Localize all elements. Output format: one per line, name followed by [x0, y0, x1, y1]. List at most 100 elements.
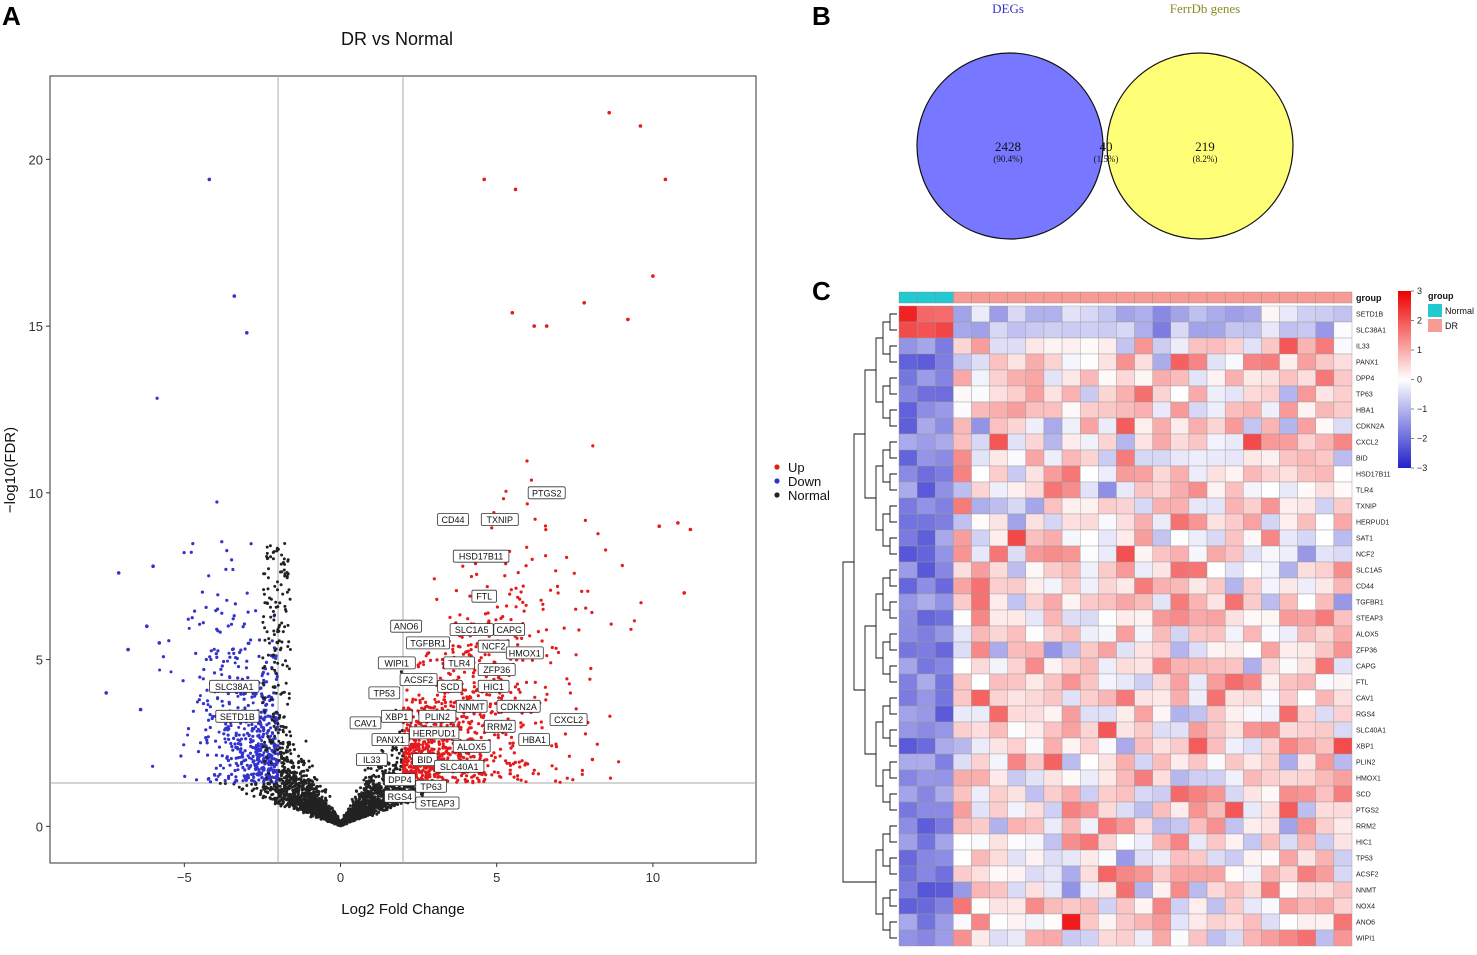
volcano-point	[237, 733, 241, 737]
heatmap-cell	[1043, 449, 1063, 467]
heatmap-cell	[1261, 465, 1280, 483]
volcano-point	[282, 776, 286, 780]
volcano-point	[236, 742, 240, 746]
volcano-point	[362, 804, 366, 808]
volcano-point	[286, 750, 290, 754]
volcano-point	[451, 705, 456, 709]
heatmap-cell	[1206, 529, 1226, 547]
heatmap-cell	[1206, 433, 1226, 451]
annotation-cell-dr	[1025, 291, 1045, 304]
heatmap-cell	[1043, 609, 1063, 627]
volcano-point	[246, 676, 250, 680]
volcano-point	[277, 739, 281, 743]
heatmap-cell	[1007, 625, 1027, 643]
heatmap-cell	[1333, 529, 1353, 547]
volcano-point	[225, 598, 229, 602]
heatmap-cell	[1170, 593, 1190, 611]
volcano-point	[498, 747, 503, 751]
heatmap-cell	[1170, 401, 1190, 419]
heatmap-cell	[916, 369, 936, 387]
volcano-point	[283, 769, 286, 773]
volcano-point	[221, 704, 225, 708]
heatmap-cell	[1116, 497, 1135, 515]
gene-label-text: BID	[417, 755, 433, 765]
dendrogram-branch	[889, 825, 897, 843]
volcano-point	[327, 804, 331, 808]
volcano-point	[278, 715, 282, 719]
volcano-point	[284, 681, 288, 685]
volcano-point	[285, 803, 289, 807]
heatmap-cell	[1170, 625, 1190, 643]
volcano-point	[524, 680, 529, 685]
volcano-point	[261, 696, 265, 700]
heatmap-cell	[1116, 673, 1135, 691]
volcano-point	[463, 778, 467, 782]
volcano-point	[207, 777, 211, 781]
volcano-point	[370, 795, 374, 798]
volcano-point	[511, 741, 515, 745]
volcano-point	[353, 814, 357, 818]
volcano-point	[280, 781, 284, 785]
heatmap-cell	[1134, 577, 1153, 595]
volcano-point	[261, 672, 265, 676]
volcano-point	[504, 732, 508, 737]
dendrogram-branch	[889, 889, 897, 907]
volcano-point	[262, 678, 266, 683]
heatmap-cell	[1134, 369, 1153, 387]
volcano-point	[359, 786, 362, 790]
gene-label: BID	[412, 753, 438, 766]
heatmap-cell	[898, 385, 918, 403]
volcano-point	[377, 800, 381, 803]
volcano-point	[291, 770, 295, 774]
volcano-point	[296, 791, 300, 795]
volcano-point	[362, 791, 366, 795]
heatmap-cell	[971, 305, 990, 323]
heatmap-cell	[1279, 657, 1298, 675]
volcano-point	[206, 753, 210, 757]
volcano-point	[550, 645, 554, 650]
heatmap-cell	[971, 721, 990, 739]
heatmap-cell	[1243, 449, 1262, 467]
heatmap-cell	[1007, 545, 1027, 563]
heatmap-cell	[1007, 657, 1027, 675]
heatmap-cell	[916, 305, 936, 323]
volcano-point	[267, 694, 271, 698]
volcano-point	[232, 651, 236, 656]
volcano-point	[380, 766, 383, 770]
volcano-point	[318, 784, 322, 788]
heatmap-cell	[898, 433, 918, 451]
volcano-point	[495, 605, 499, 609]
volcano-point	[475, 731, 479, 735]
volcano-point	[478, 713, 482, 717]
heatmap-cell	[1079, 625, 1099, 643]
volcano-point	[283, 797, 287, 800]
volcano-point	[234, 733, 238, 738]
volcano-point	[519, 590, 523, 594]
gene-label-text: RGS4	[388, 792, 413, 802]
volcano-point	[244, 737, 248, 741]
heatmap-cell	[1279, 561, 1298, 579]
heatmap-cell	[1243, 545, 1262, 563]
volcano-point	[554, 569, 558, 573]
volcano-point	[377, 781, 381, 785]
heatmap-cell	[1243, 673, 1262, 691]
volcano-point	[270, 718, 274, 722]
heatmap-cell	[1170, 337, 1190, 355]
volcano-point	[189, 550, 193, 554]
heatmap-cell	[1170, 513, 1190, 531]
volcano-point	[236, 747, 240, 751]
volcano-point	[276, 748, 280, 752]
heatmap-cell	[1007, 449, 1027, 467]
volcano-point	[449, 700, 453, 704]
heatmap-cell	[1025, 449, 1045, 467]
heatmap-cell	[1152, 449, 1172, 467]
volcano-point	[415, 766, 419, 770]
dendrogram-branch	[882, 321, 890, 355]
heatmap-cell	[953, 305, 972, 323]
heatmap-cell	[935, 449, 954, 467]
heatmap-cell	[1025, 481, 1045, 499]
heatmap-cell	[898, 593, 918, 611]
volcano-point	[307, 759, 311, 763]
heatmap-cell	[898, 401, 918, 419]
heatmap-cell	[1206, 305, 1226, 323]
